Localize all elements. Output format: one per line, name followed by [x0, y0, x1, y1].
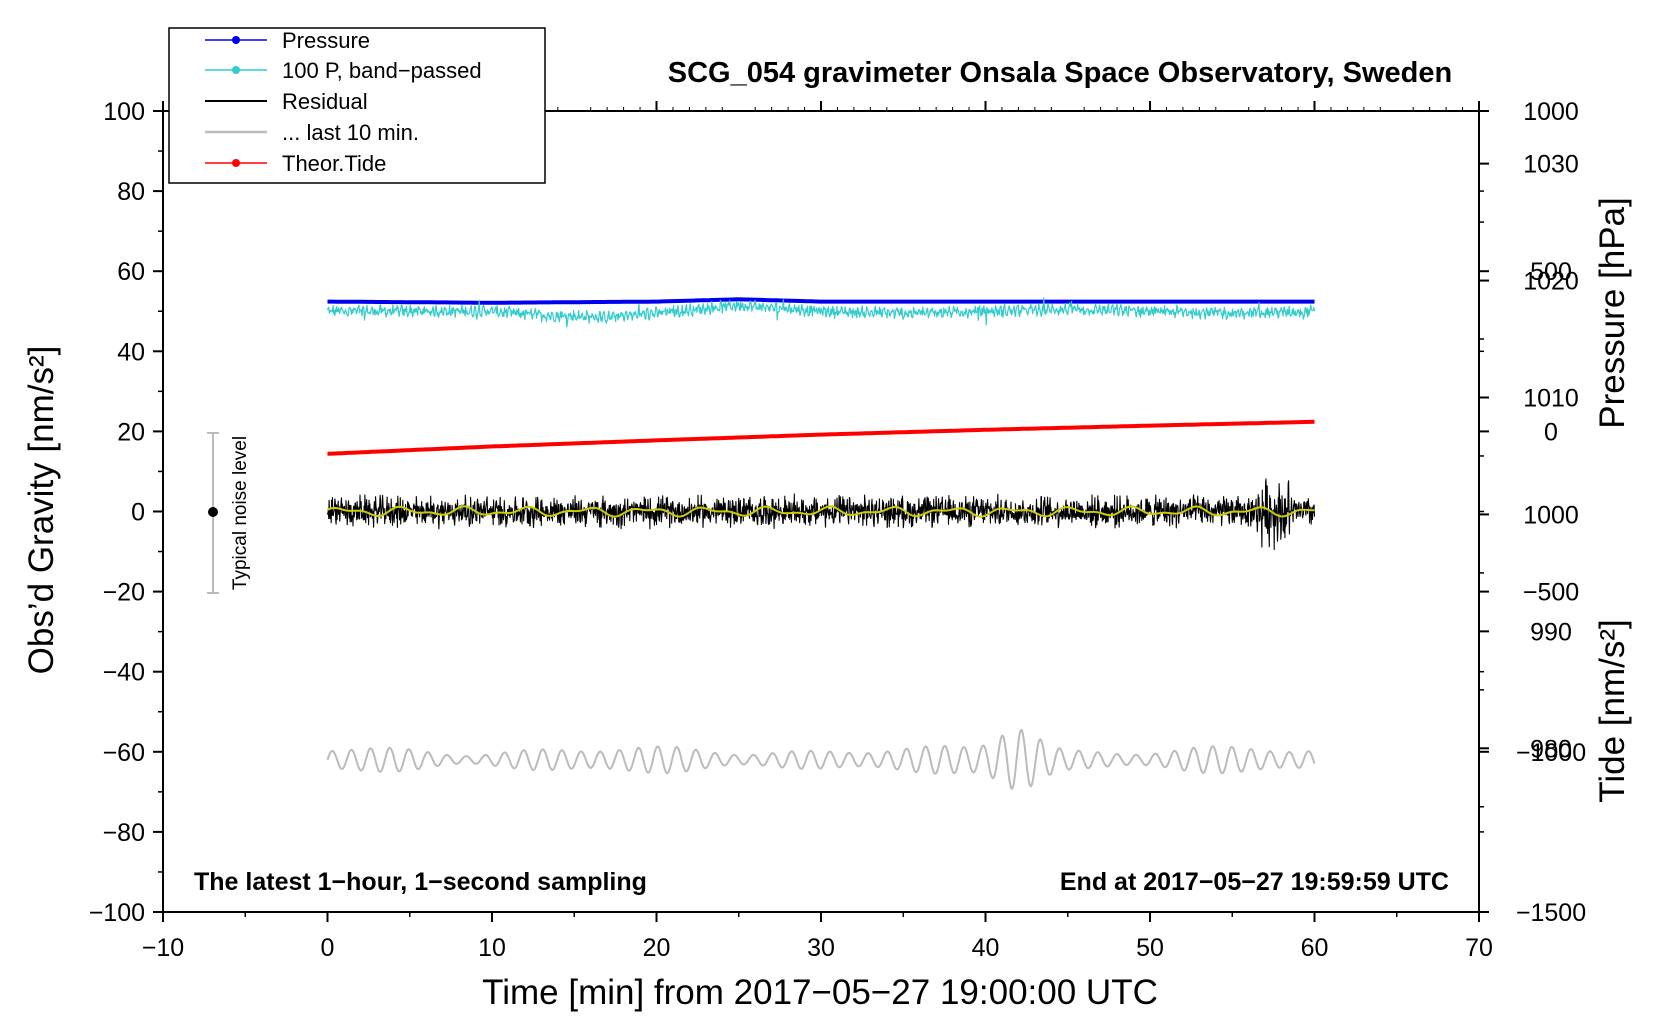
y-tick-label: 20: [117, 418, 145, 446]
y-tick-label: −60: [103, 739, 145, 767]
series-line-residual: [326, 478, 1316, 551]
series-line-last-10-min: [326, 728, 1316, 790]
tide-tick-label: 500: [1530, 258, 1572, 286]
tide-tick-label: 1000: [1523, 98, 1579, 126]
y-axis-title-tide: Tide [nm/s²]: [1593, 619, 1632, 802]
legend-label-last-10-min: ... last 10 min.: [282, 120, 419, 145]
y-axis-title-left: Obs’d Gravity [nm/s²]: [22, 346, 61, 675]
y-axis-title-pressure: Pressure [hPa]: [1593, 197, 1632, 429]
end-time-note: End at 2017−05−27 19:59:59 UTC: [1060, 868, 1449, 896]
legend-box: [168, 27, 546, 184]
x-tick-label: 70: [1465, 934, 1493, 962]
legend-label-bandpassed: 100 P, band−passed: [282, 58, 482, 83]
y-tick-label: 80: [117, 178, 145, 206]
x-axis-title: Time [min] from 2017−05−27 19:00:00 UTC: [482, 973, 1158, 1012]
x-tick-label: 20: [643, 934, 671, 962]
legend-marker-tide: [232, 159, 240, 167]
x-tick-label: 10: [478, 934, 506, 962]
legend-marker-pressure: [232, 36, 240, 44]
legend: Pressure 100 P, band−passed Residual ...…: [168, 27, 546, 184]
tide-tick-label: 0: [1544, 418, 1558, 446]
x-tick-label: 50: [1136, 934, 1164, 962]
pressure-tick-label: 1020: [1523, 268, 1579, 296]
legend-marker-bandpassed: [232, 66, 240, 74]
noise-level-indicator: Typical noise level: [207, 432, 251, 594]
x-tick-label: 40: [972, 934, 1000, 962]
y-tick-label: 40: [117, 338, 145, 366]
legend-label-tide: Theor.Tide: [282, 151, 386, 176]
y-tick-label: −80: [103, 819, 145, 847]
x-tick-label: −10: [142, 934, 184, 962]
pressure-tick-label: 980: [1530, 735, 1572, 763]
y-tick-label: 0: [131, 499, 145, 527]
y-tick-label: −100: [89, 899, 145, 927]
tide-tick-label: −500: [1523, 579, 1579, 607]
pressure-tick-label: 990: [1530, 618, 1572, 646]
axes-layer: −10 0 10 20 30 40 50 60 70−100−80−60−40−20020406…: [89, 98, 1586, 962]
pressure-tick-label: 1010: [1523, 384, 1579, 412]
y-tick-label: 60: [117, 258, 145, 286]
legend-label-pressure: Pressure: [282, 28, 370, 53]
series-layer: [326, 297, 1316, 790]
pressure-tick-label: 1030: [1523, 151, 1579, 179]
y-tick-label: −20: [103, 579, 145, 607]
x-tick-label: 30: [807, 934, 835, 962]
series-line-100-p-band-passed: [326, 297, 1316, 328]
sampling-note: The latest 1−hour, 1−second sampling: [194, 868, 647, 896]
x-tick-label: 0: [321, 934, 335, 962]
chart-title: SCG_054 gravimeter Onsala Space Observat…: [668, 57, 1452, 89]
tide-tick-label: −1000: [1516, 739, 1586, 767]
tide-tick-label: −1500: [1516, 899, 1586, 927]
noise-bar-center: [208, 507, 218, 517]
series-line-theor-tide: [327, 419, 1315, 456]
series-line-pressure: [327, 297, 1315, 305]
x-tick-label: 60: [1301, 934, 1329, 962]
y-tick-label: −40: [103, 659, 145, 687]
noise-level-label: Typical noise level: [230, 436, 251, 590]
legend-label-residual: Residual: [282, 89, 368, 114]
pressure-tick-label: 1000: [1523, 501, 1579, 529]
series-line-residual-smoothed: [327, 505, 1315, 518]
y-tick-label: 100: [103, 98, 145, 126]
